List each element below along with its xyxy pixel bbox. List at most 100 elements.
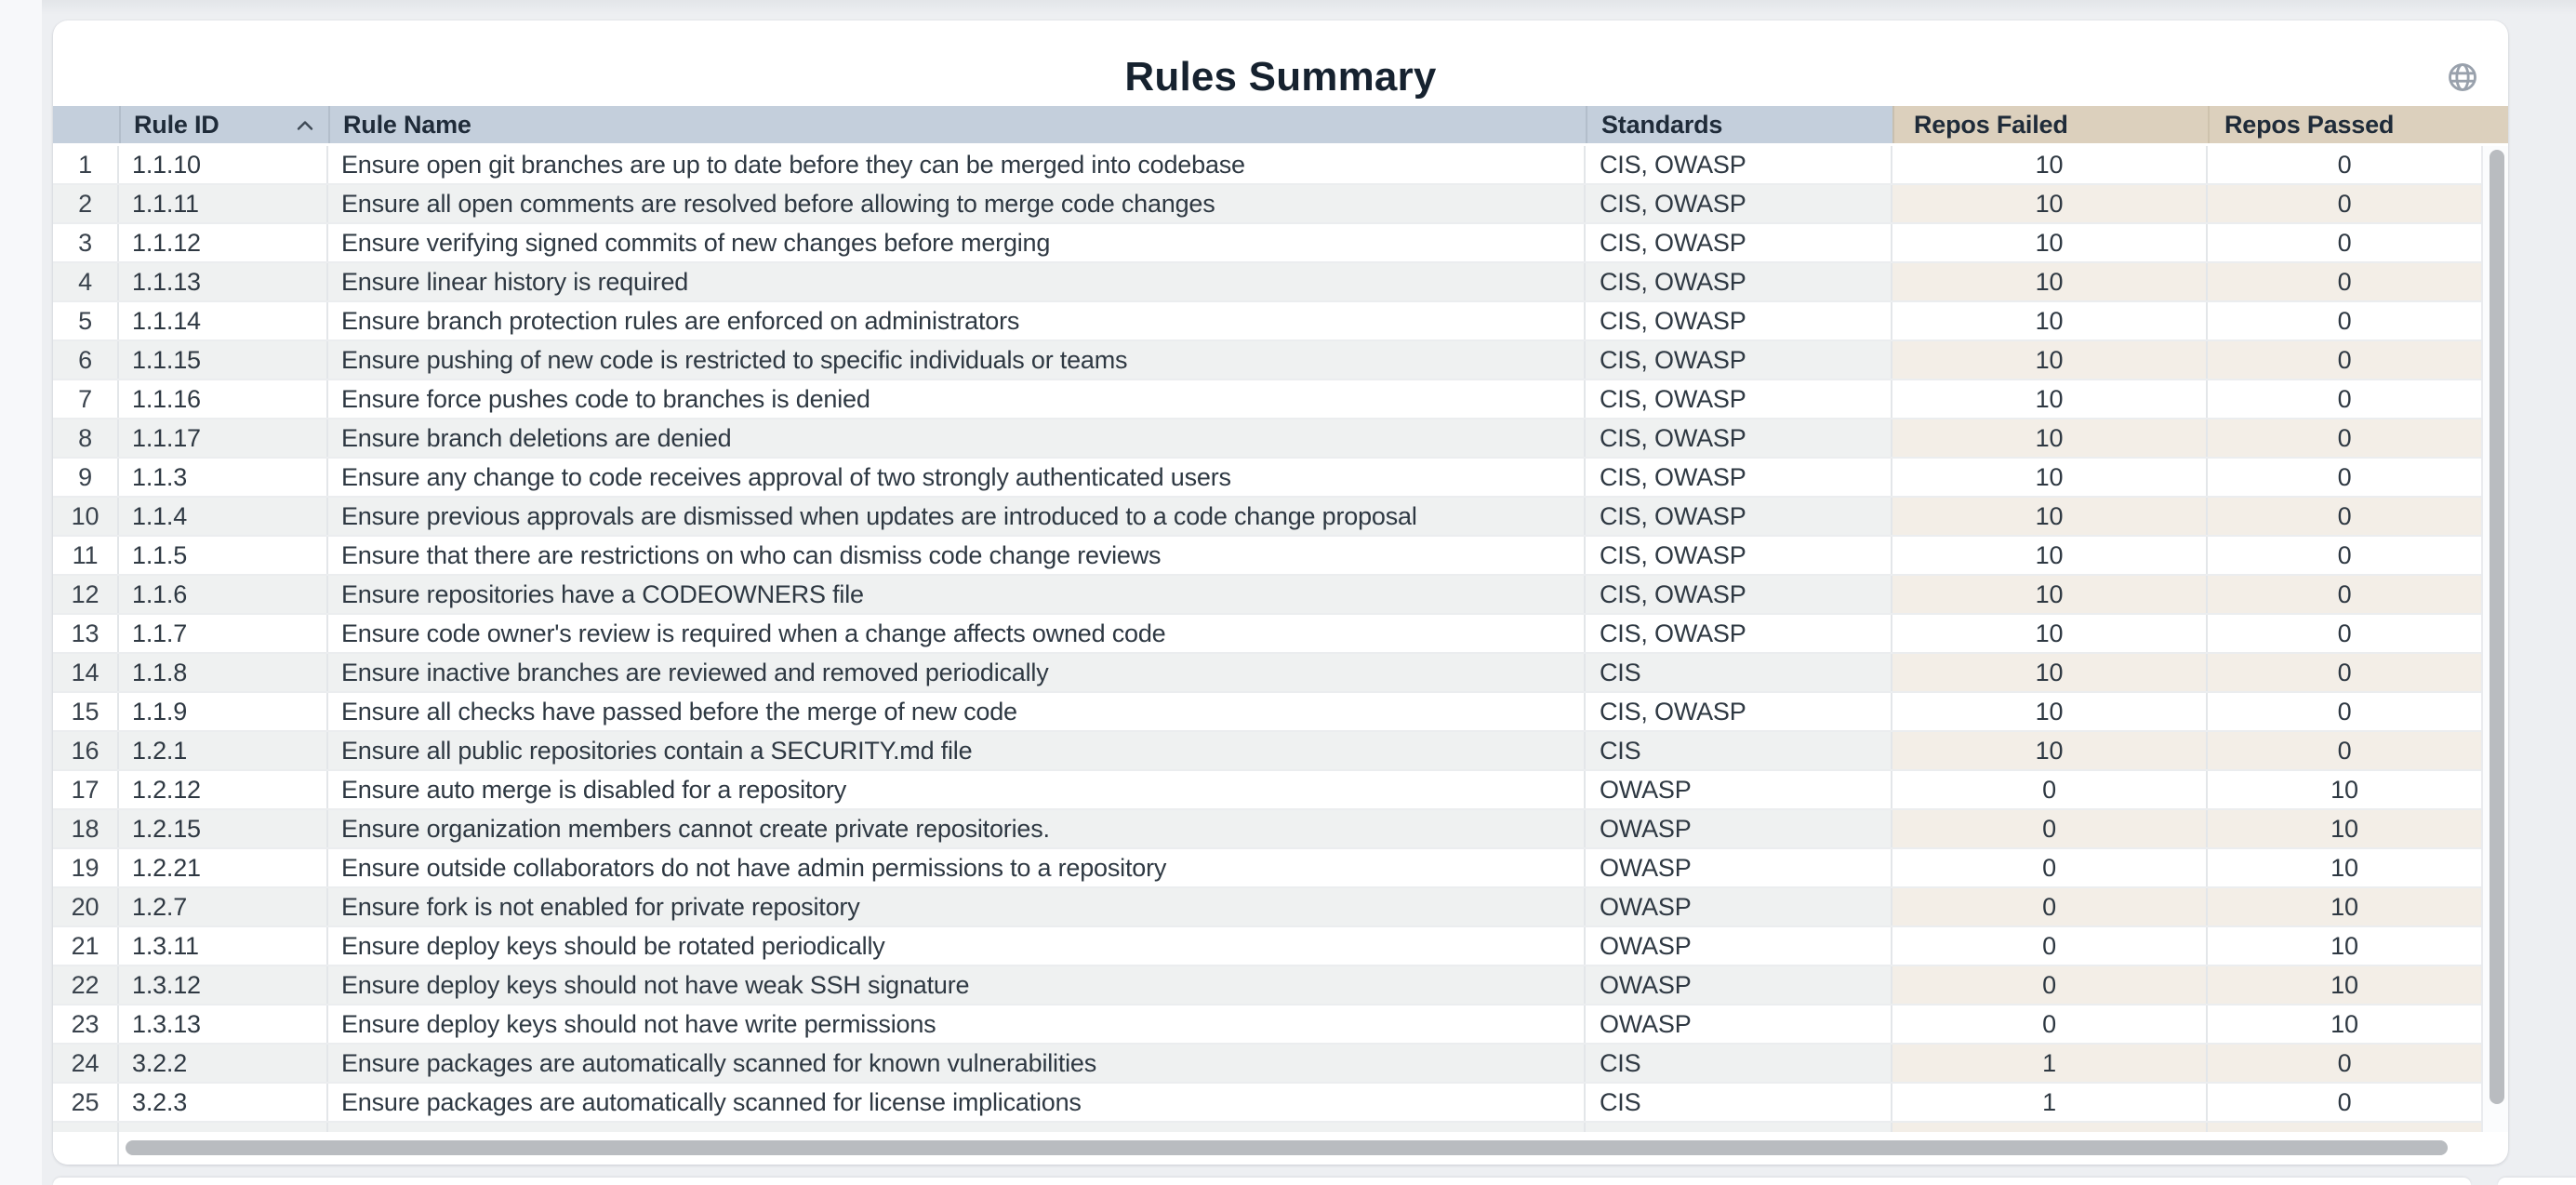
cell-rule-id [119,1123,328,1132]
cell-row-number: 5 [53,302,119,340]
table-row[interactable]: 1 1.1.10 Ensure open git branches are up t… [53,146,2481,185]
cell-rule-name: Ensure that there are restrictions on wh… [328,537,1586,574]
cell-rule-id: 1.1.7 [119,615,328,652]
cell-repos-passed: 0 [2208,498,2481,535]
table-row[interactable]: 14 1.1.8 Ensure inactive branches are revi… [53,654,2481,693]
cell-repos-passed: 0 [2337,540,2352,569]
cell-rule-id: 1.2.12 [119,771,328,808]
column-header-label: Repos Failed [1914,110,2068,139]
cell-rule-id: 1.1.10 [119,146,328,183]
cell-repos-passed: 10 [2208,888,2481,925]
globe-button[interactable] [2441,56,2484,99]
cell-standards: OWASP [1586,810,1892,847]
cell-row-number: 16 [53,732,119,769]
table-row[interactable]: 20 1.2.7 Ensure fork is not enabled for pr… [53,888,2481,927]
table-row[interactable]: 15 1.1.9 Ensure all checks have passed bef… [53,693,2481,732]
cell-row-number: 9 [53,459,119,496]
horizontal-scrollbar[interactable] [53,1132,2481,1165]
column-header-repos-passed[interactable]: Repos Passed [2208,106,2508,143]
table-row[interactable]: 19 1.2.21 Ensure outside collaborators do … [53,849,2481,888]
column-header-rule-id[interactable]: Rule ID [119,106,328,143]
cell-rule-name: Ensure linear history is required [328,263,1586,300]
column-header-standards[interactable]: Standards [1586,106,1892,143]
column-header-label: Rule ID [134,110,219,139]
table-row[interactable]: 6 1.1.15 Ensure pushing of new code is res… [53,341,2481,380]
cell-rule-name: Ensure branch protection rules are enfor… [328,302,1586,340]
cell-repos-failed: 10 [1892,498,2208,535]
table-row-partial [53,1123,2481,1132]
cell-rule-id: 1.3.12 [119,966,328,1004]
cell-standards: OWASP [1586,1005,1892,1043]
cell-repos-failed: 10 [1892,380,2208,418]
table-row[interactable]: 7 1.1.16 Ensure force pushes code to branc… [53,380,2481,419]
cell-repos-failed: 10 [1892,732,2208,769]
cell-repos-failed: 1 [1892,1045,2208,1082]
table-row[interactable]: 23 1.3.13 Ensure deploy keys should not ha… [53,1005,2481,1045]
cell-rule-id: 1.1.11 [119,185,328,222]
cell-rule-id: 1.3.13 [119,1005,328,1043]
cell-rule-name: Ensure all public repositories contain a… [328,732,1586,769]
cell-repos-passed: 0 [2337,619,2352,647]
cell-repos-failed: 0 [1892,966,2208,1004]
table-row[interactable]: 21 1.3.11 Ensure deploy keys should be rot… [53,927,2481,966]
table-row[interactable]: 13 1.1.7 Ensure code owner's review is req… [53,615,2481,654]
column-header-rule-name[interactable]: Rule Name [328,106,1586,143]
cell-standards: CIS, OWASP [1586,498,1892,535]
vertical-scrollbar-thumb[interactable] [2490,150,2504,1104]
table-row[interactable]: 4 1.1.13 Ensure linear history is required… [53,263,2481,302]
cell-rule-id: 1.2.7 [119,888,328,925]
cell-rule-name: Ensure any change to code receives appro… [328,459,1586,496]
cell-repos-passed: 10 [2330,1009,2358,1038]
cell-standards: CIS, OWASP [1586,263,1892,300]
cell-repos-passed: 0 [2208,732,2481,769]
table-row[interactable]: 5 1.1.14 Ensure branch protection rules ar… [53,302,2481,341]
cell-repos-failed [1892,1123,2208,1132]
table-row[interactable]: 3 1.1.12 Ensure verifying signed commits o… [53,224,2481,263]
cell-row-number: 21 [53,927,119,965]
cell-row-number: 23 [53,1005,119,1043]
cell-rule-name: Ensure deploy keys should not have weak … [328,966,1586,1004]
cell-repos-passed: 0 [2208,419,2481,457]
cell-standards: OWASP [1586,849,1892,886]
cell-rule-id: 1.1.16 [119,380,328,418]
table-row[interactable]: 10 1.1.4 Ensure previous approvals are dis… [53,498,2481,537]
rules-summary-card: Rules Summary Rule ID Rule Name [53,20,2508,1165]
cell-standards: CIS, OWASP [1586,146,1892,183]
cell-rule-id: 1.1.9 [119,693,328,730]
cell-rule-name: Ensure outside collaborators do not have… [328,849,1586,886]
cell-repos-passed: 0 [2208,1045,2481,1082]
table-row[interactable]: 9 1.1.3 Ensure any change to code receives… [53,459,2481,498]
cell-row-number: 14 [53,654,119,691]
cell-rule-name: Ensure inactive branches are reviewed an… [328,654,1586,691]
cell-row-number: 25 [53,1084,119,1121]
cell-standards: CIS, OWASP [1586,693,1892,730]
cell-rule-name: Ensure open git branches are up to date … [328,146,1586,183]
cell-rule-id: 1.1.15 [119,341,328,379]
cell-standards [1586,1123,1892,1132]
table-row[interactable]: 18 1.2.15 Ensure organization members cann… [53,810,2481,849]
cell-rule-id: 3.2.2 [119,1045,328,1082]
table-body: 1 1.1.10 Ensure open git branches are up t… [53,146,2481,1132]
next-card-sliver [53,1178,2471,1185]
table-row[interactable]: 24 3.2.2 Ensure packages are automatically… [53,1045,2481,1084]
cell-repos-passed: 0 [2337,384,2352,413]
cell-repos-passed: 0 [2208,185,2481,222]
cell-standards: OWASP [1586,771,1892,808]
vertical-scrollbar[interactable] [2481,146,2508,1132]
column-header-repos-failed[interactable]: Repos Failed [1892,106,2208,143]
cell-rule-name: Ensure branch deletions are denied [328,419,1586,457]
table-row[interactable]: 25 3.2.3 Ensure packages are automatically… [53,1084,2481,1123]
table-row[interactable]: 11 1.1.5 Ensure that there are restriction… [53,537,2481,576]
cell-rule-name: Ensure code owner's review is required w… [328,615,1586,652]
table-row[interactable]: 17 1.2.12 Ensure auto merge is disabled fo… [53,771,2481,810]
horizontal-scrollbar-thumb[interactable] [126,1140,2448,1155]
page-title: Rules Summary [1124,54,1437,100]
table-row[interactable]: 2 1.1.11 Ensure all open comments are reso… [53,185,2481,224]
cell-rule-id: 1.1.3 [119,459,328,496]
table-row[interactable]: 22 1.3.12 Ensure deploy keys should not ha… [53,966,2481,1005]
table-row[interactable]: 12 1.1.6 Ensure repositories have a CODEOW… [53,576,2481,615]
table-row[interactable]: 16 1.2.1 Ensure all public repositories co… [53,732,2481,771]
cell-rule-id: 1.1.5 [119,537,328,574]
cell-repos-failed: 0 [1892,1005,2208,1043]
table-row[interactable]: 8 1.1.17 Ensure branch deletions are denie… [53,419,2481,459]
